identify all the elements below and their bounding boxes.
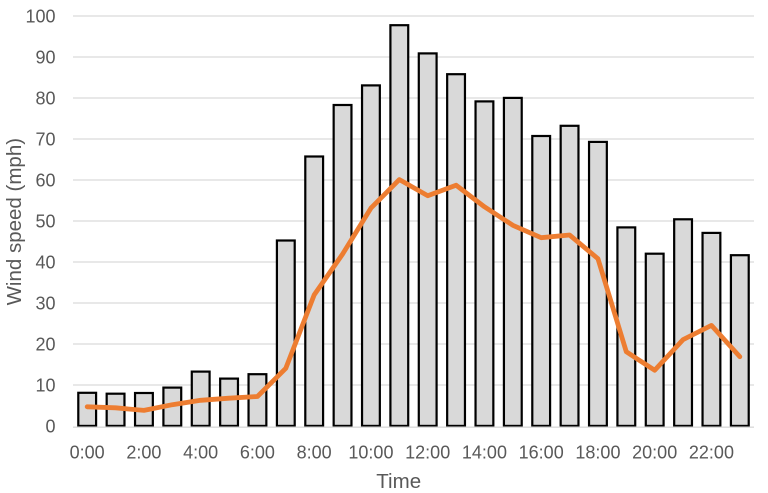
svg-text:4:00: 4:00 — [183, 442, 218, 462]
svg-text:40: 40 — [35, 253, 55, 273]
svg-text:0:00: 0:00 — [70, 442, 105, 462]
svg-text:80: 80 — [35, 89, 55, 109]
svg-text:16:00: 16:00 — [519, 442, 564, 462]
svg-text:6:00: 6:00 — [240, 442, 275, 462]
svg-text:90: 90 — [35, 48, 55, 68]
svg-text:8:00: 8:00 — [297, 442, 332, 462]
svg-text:60: 60 — [35, 171, 55, 191]
svg-text:100: 100 — [25, 7, 55, 27]
svg-text:2:00: 2:00 — [126, 442, 161, 462]
svg-text:30: 30 — [35, 294, 55, 314]
svg-text:Time: Time — [376, 470, 421, 493]
svg-text:70: 70 — [35, 130, 55, 150]
svg-text:10: 10 — [35, 376, 55, 396]
svg-text:20:00: 20:00 — [632, 442, 677, 462]
svg-text:0: 0 — [45, 417, 55, 437]
svg-text:18:00: 18:00 — [575, 442, 620, 462]
svg-text:20: 20 — [35, 335, 55, 355]
svg-text:14:00: 14:00 — [462, 442, 507, 462]
svg-text:22:00: 22:00 — [689, 442, 734, 462]
svg-text:50: 50 — [35, 212, 55, 232]
svg-text:12:00: 12:00 — [405, 442, 450, 462]
svg-text:10:00: 10:00 — [348, 442, 393, 462]
svg-text:Wind speed (mph): Wind speed (mph) — [3, 138, 26, 305]
